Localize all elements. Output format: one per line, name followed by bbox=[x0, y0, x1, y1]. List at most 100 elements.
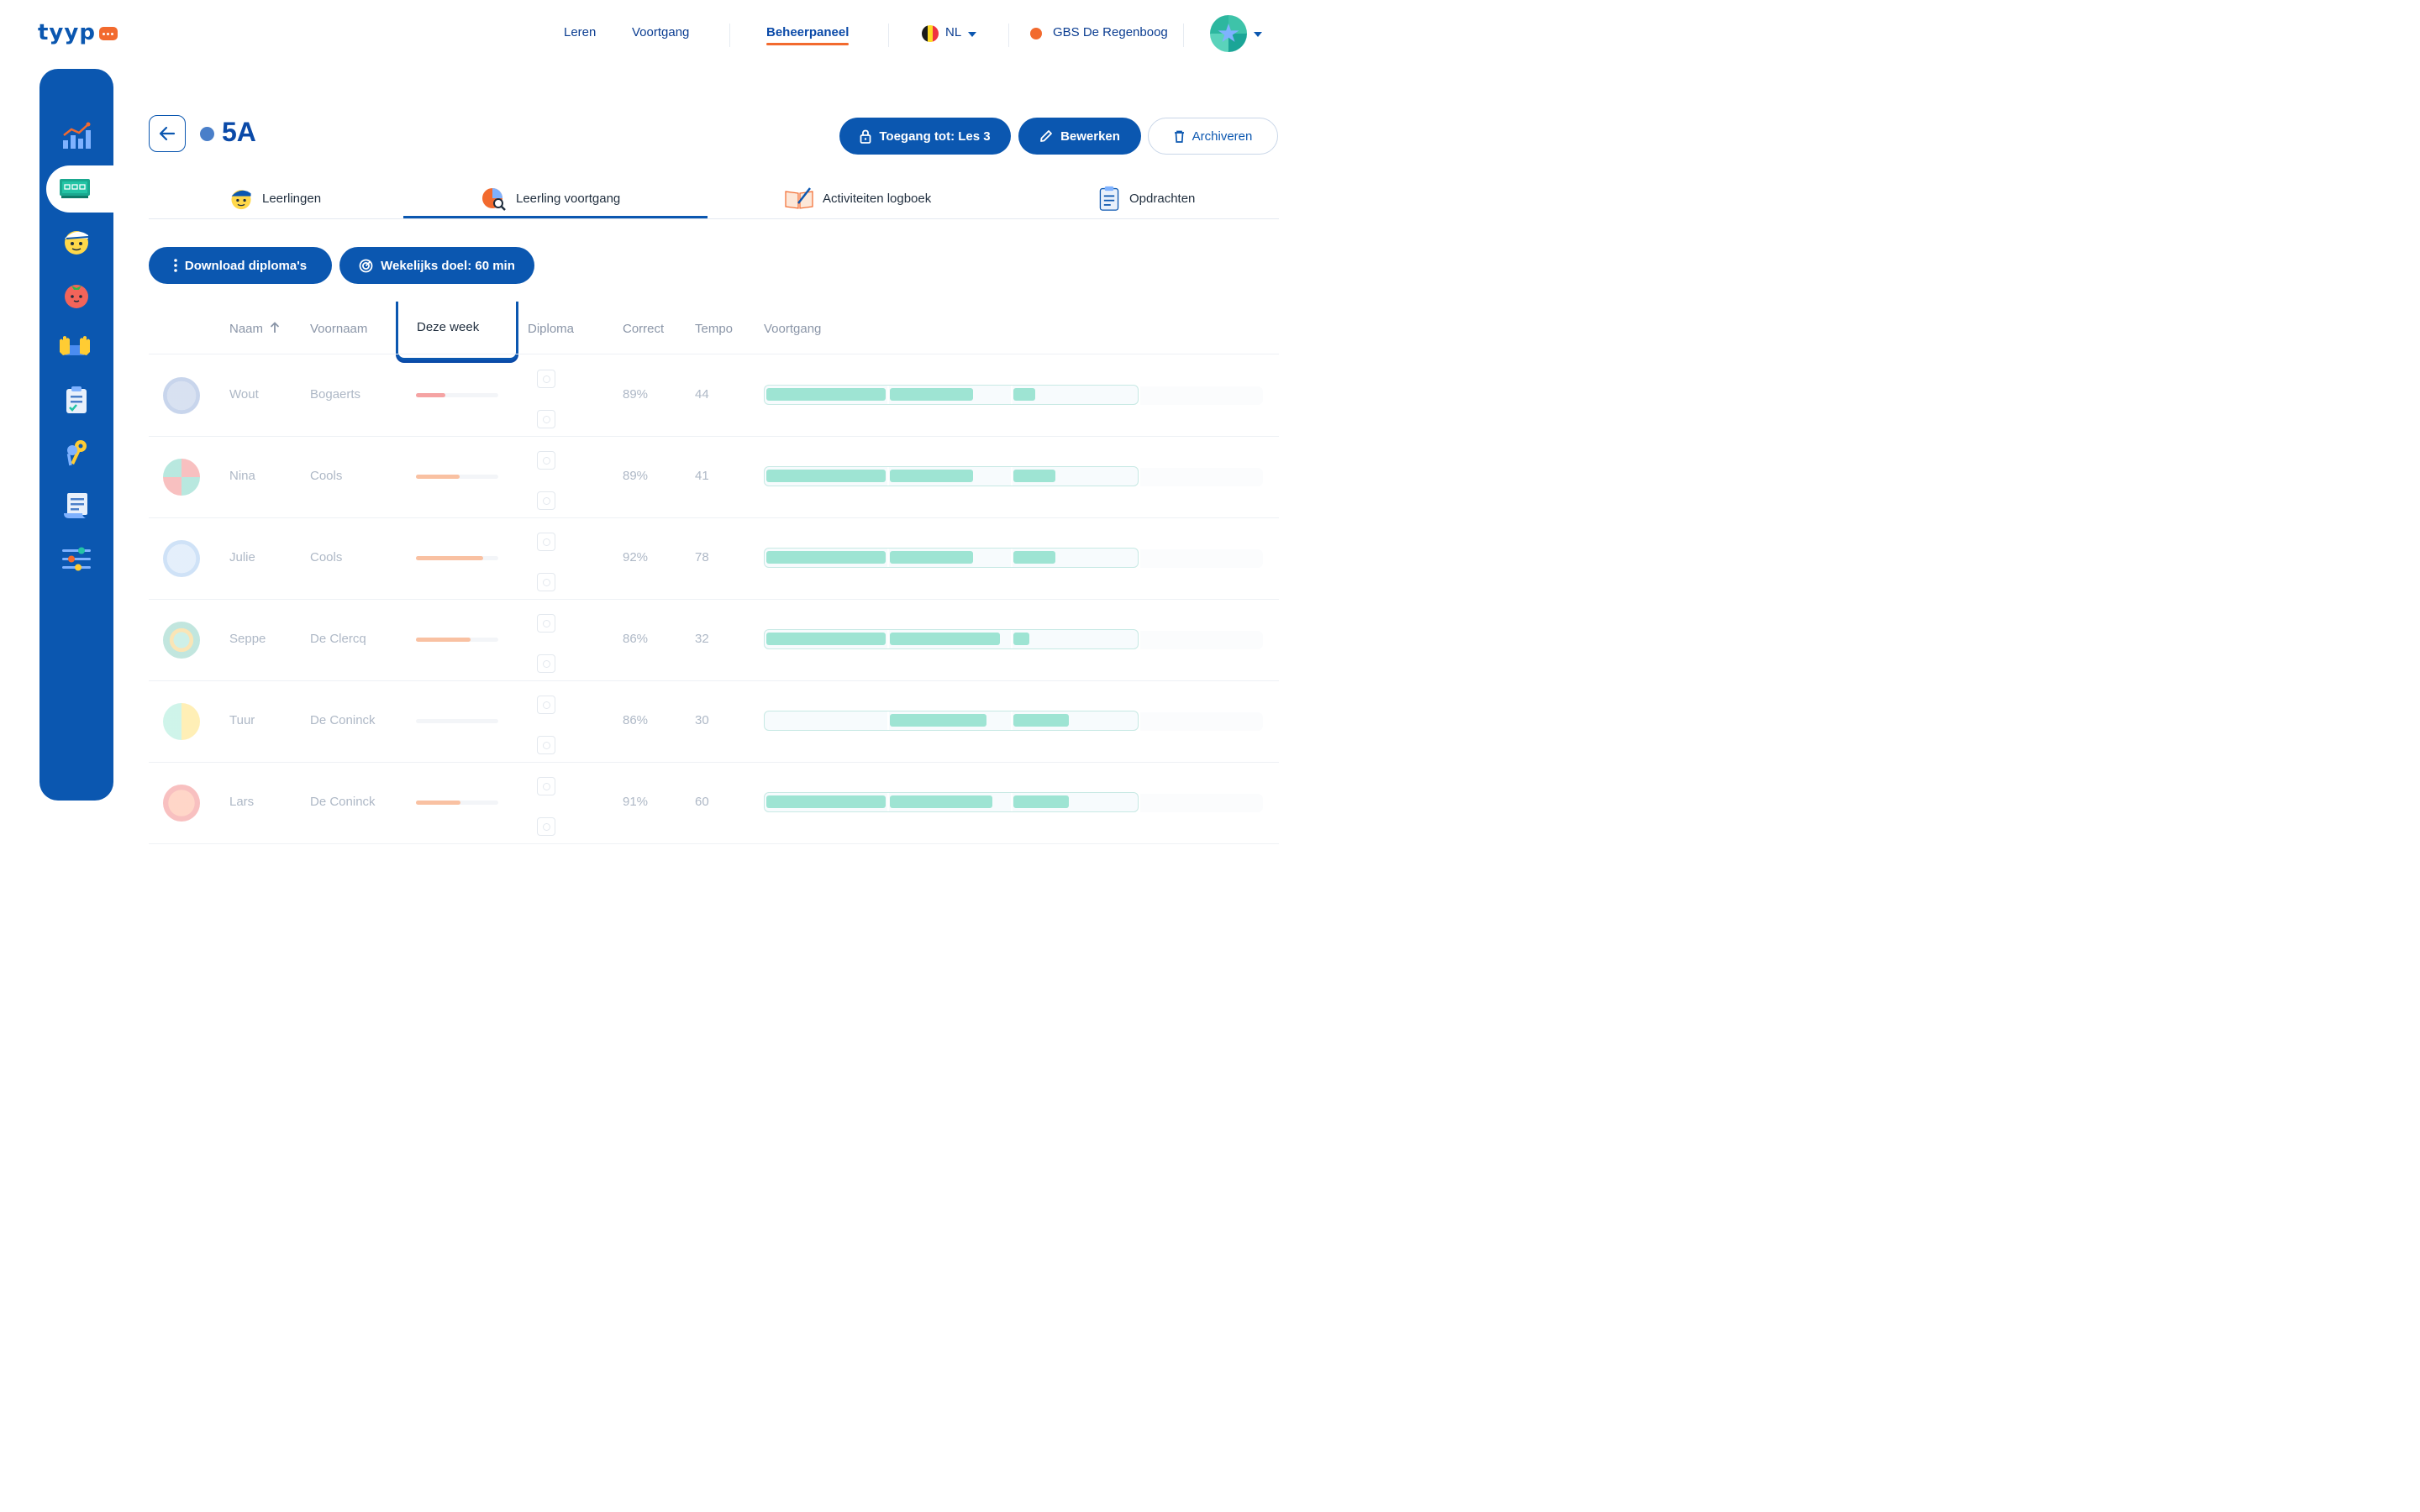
cell-correct: 91% bbox=[623, 795, 649, 809]
diploma-icon[interactable] bbox=[537, 736, 555, 754]
diploma-icon[interactable] bbox=[537, 696, 555, 714]
tab-opdrachten[interactable]: Opdrachten bbox=[1098, 179, 1195, 218]
progress-segment bbox=[890, 714, 986, 727]
week-progress-bar bbox=[416, 475, 498, 479]
progress-separator bbox=[1011, 630, 1013, 648]
diploma-icon[interactable] bbox=[537, 451, 555, 470]
table-row[interactable]: Seppe De Clercq 86% 32 bbox=[149, 599, 1279, 680]
student-avatar bbox=[163, 459, 200, 496]
table-row[interactable]: Nina Cools 89% 41 bbox=[149, 436, 1279, 517]
progress-tail bbox=[1140, 549, 1263, 568]
table-divider bbox=[149, 599, 1279, 600]
nav-link-beheerpaneel[interactable]: Beheerpaneel bbox=[766, 24, 850, 45]
week-progress-bar bbox=[416, 638, 498, 642]
table-row[interactable]: Lars De Coninck 91% 60 bbox=[149, 762, 1279, 843]
progress-chart-icon bbox=[482, 188, 506, 211]
week-progress-bar bbox=[416, 801, 498, 805]
weekly-goal-button[interactable]: Wekelijks doel: 60 min bbox=[339, 247, 534, 284]
cell-naam: Lars bbox=[229, 795, 255, 809]
diploma-icon[interactable] bbox=[537, 491, 555, 510]
chart-icon bbox=[63, 122, 91, 149]
access-button[interactable]: Toegang tot: Les 3 bbox=[839, 118, 1011, 155]
progress-segment bbox=[1013, 714, 1069, 727]
sidebar-item-reports[interactable] bbox=[51, 485, 102, 527]
progress-separator bbox=[887, 793, 889, 811]
column-header-naam[interactable]: Naam bbox=[229, 322, 280, 336]
diploma-icon[interactable] bbox=[537, 533, 555, 551]
chevron-down-icon[interactable] bbox=[968, 32, 976, 37]
sidebar-item-statistics[interactable] bbox=[51, 115, 102, 157]
cell-correct: 89% bbox=[623, 469, 649, 483]
diploma-icon[interactable] bbox=[537, 410, 555, 428]
diploma-icon[interactable] bbox=[537, 614, 555, 633]
column-header-tempo[interactable]: Tempo bbox=[695, 322, 734, 336]
column-header-diploma[interactable]: Diploma bbox=[528, 322, 575, 336]
sidebar-item-pomodoro[interactable] bbox=[51, 274, 102, 316]
edit-button[interactable]: Bewerken bbox=[1018, 118, 1141, 155]
student-avatar bbox=[163, 540, 200, 577]
nav-link-voortgang[interactable]: Voortgang bbox=[632, 25, 690, 39]
column-header-voornaam[interactable]: Voornaam bbox=[310, 322, 368, 336]
back-button[interactable] bbox=[149, 115, 186, 152]
student-icon bbox=[65, 231, 89, 255]
table-row[interactable]: Julie Cools 92% 78 bbox=[149, 517, 1279, 599]
column-header-correct[interactable]: Correct bbox=[623, 322, 665, 336]
sidebar-item-classes[interactable] bbox=[50, 168, 100, 210]
table-row[interactable]: Wout Bogaerts 89% 44 bbox=[149, 354, 1279, 436]
cell-voornaam: De Coninck bbox=[310, 795, 376, 809]
cell-naam: Tuur bbox=[229, 713, 255, 727]
school-selector[interactable]: GBS De Regenboog bbox=[1053, 25, 1168, 39]
cell-naam: Julie bbox=[229, 550, 255, 564]
app-logo[interactable]: tyyp bbox=[38, 20, 118, 45]
cell-voornaam: Cools bbox=[310, 550, 343, 564]
archive-button-label: Archiveren bbox=[1192, 129, 1253, 144]
progress-segment bbox=[766, 633, 886, 645]
target-icon bbox=[359, 259, 373, 272]
user-avatar[interactable] bbox=[1210, 15, 1247, 52]
progress-separator bbox=[887, 549, 889, 567]
diploma-icon[interactable] bbox=[537, 654, 555, 673]
sidebar-item-typing[interactable] bbox=[50, 326, 100, 368]
progress-segment bbox=[1013, 633, 1029, 645]
tab-label: Opdrachten bbox=[1129, 191, 1196, 206]
tab-activiteiten-logboek[interactable]: Activiteiten logboek bbox=[785, 179, 931, 218]
language-selector[interactable]: NL bbox=[945, 25, 962, 39]
progress-segment bbox=[1013, 795, 1069, 808]
diploma-icon[interactable] bbox=[537, 573, 555, 591]
belgium-flag-icon[interactable] bbox=[922, 25, 939, 42]
download-diplomas-button[interactable]: Download diploma's bbox=[149, 247, 332, 284]
progress-tail bbox=[1140, 468, 1263, 486]
sidebar-item-settings[interactable] bbox=[51, 538, 102, 580]
diploma-icon[interactable] bbox=[537, 777, 555, 795]
progress-separator bbox=[1011, 793, 1013, 811]
tab-label: Leerling voortgang bbox=[516, 191, 621, 206]
tab-leerling-voortgang[interactable]: Leerling voortgang bbox=[481, 179, 620, 218]
progress-separator bbox=[1011, 386, 1013, 404]
week-progress-fill bbox=[416, 638, 471, 642]
week-progress-bar bbox=[416, 556, 498, 560]
column-header-deze-week[interactable]: Deze week bbox=[396, 302, 518, 360]
tab-leerlingen[interactable]: Leerlingen bbox=[229, 179, 321, 218]
table-row[interactable]: Tuur De Coninck 86% 30 bbox=[149, 680, 1279, 762]
diploma-icon[interactable] bbox=[537, 817, 555, 836]
progress-segment bbox=[766, 551, 886, 564]
keyboard-hands-icon bbox=[60, 336, 90, 355]
table-divider bbox=[149, 517, 1279, 518]
week-progress-fill bbox=[416, 801, 460, 805]
trash-icon bbox=[1174, 130, 1184, 143]
nav-link-leren[interactable]: Leren bbox=[564, 25, 597, 39]
week-progress-bar bbox=[416, 719, 498, 723]
column-header-voortgang[interactable]: Voortgang bbox=[764, 322, 822, 336]
cell-naam: Nina bbox=[229, 469, 255, 483]
chevron-down-icon[interactable] bbox=[1254, 32, 1262, 37]
cell-tempo: 41 bbox=[695, 469, 709, 483]
archive-button[interactable]: Archiveren bbox=[1148, 118, 1278, 155]
tomato-icon bbox=[65, 285, 88, 308]
cell-tempo: 32 bbox=[695, 632, 709, 646]
cell-correct: 86% bbox=[623, 632, 649, 646]
sidebar-item-students[interactable] bbox=[51, 220, 102, 262]
diploma-icon[interactable] bbox=[537, 370, 555, 388]
sidebar-item-access[interactable] bbox=[51, 432, 102, 474]
sidebar-item-assignments[interactable] bbox=[51, 379, 102, 421]
progress-tail bbox=[1140, 631, 1263, 649]
